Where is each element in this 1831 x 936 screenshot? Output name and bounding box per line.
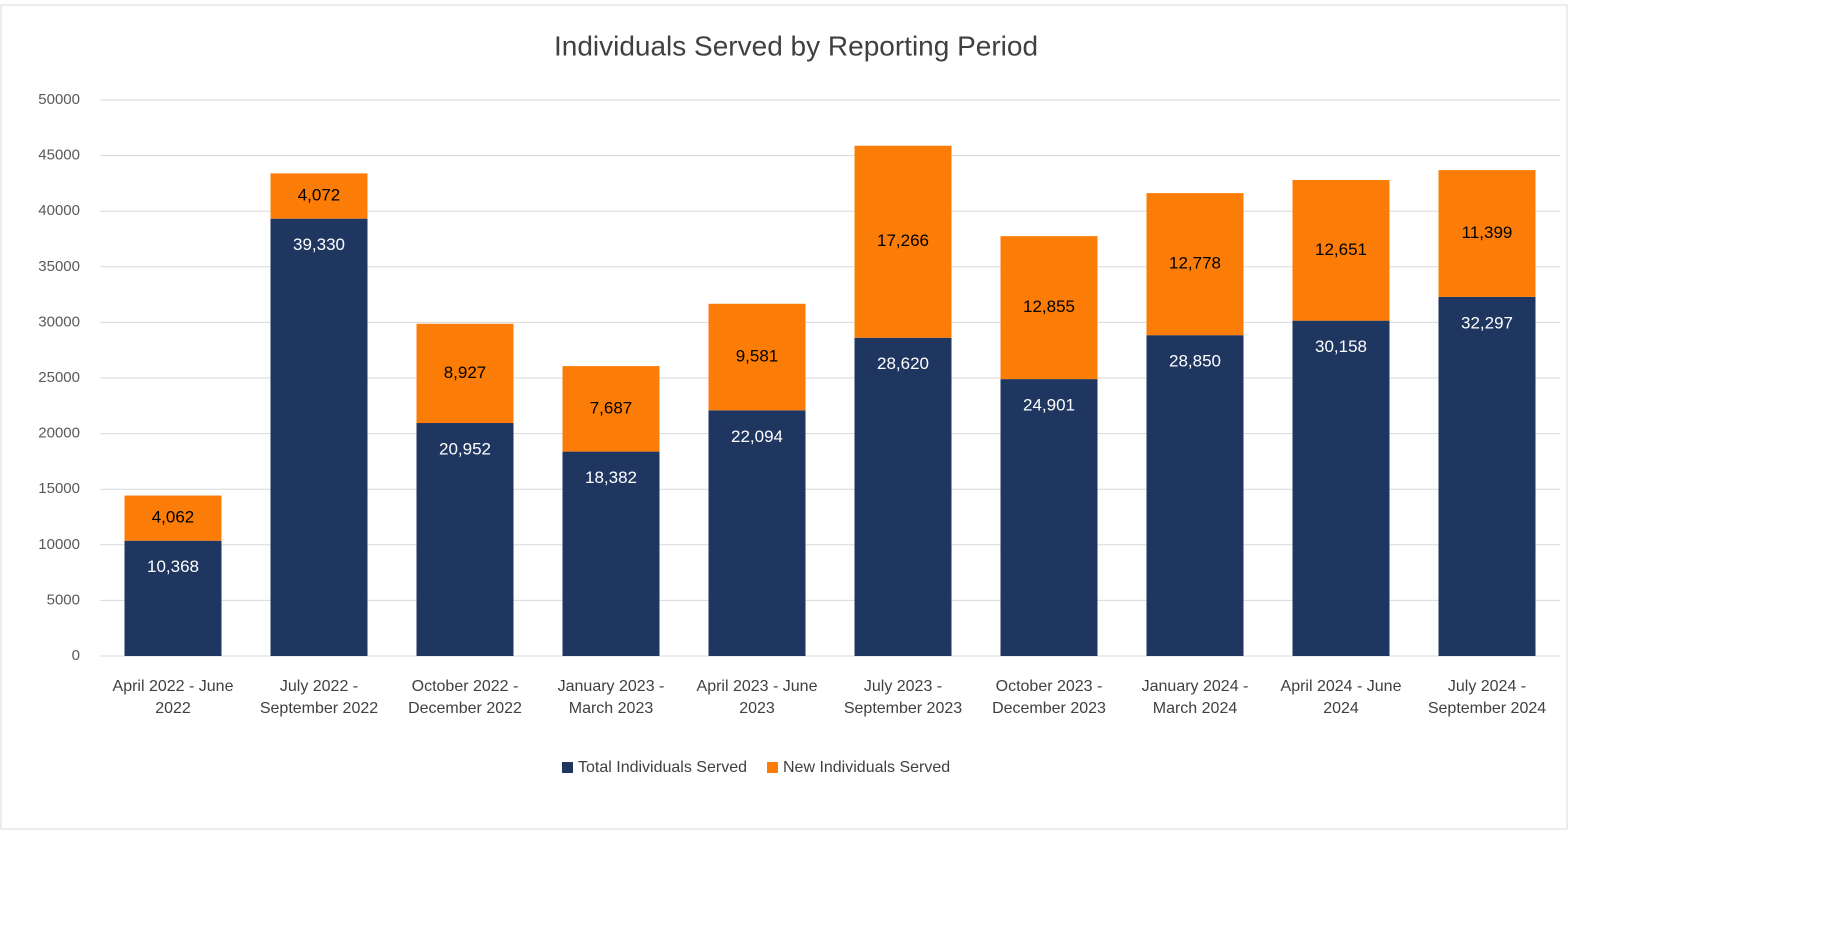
bar-segment bbox=[270, 218, 368, 657]
x-tick-label: April 2023 - June 2023 bbox=[696, 678, 818, 717]
legend-swatch bbox=[766, 762, 778, 773]
data-label: 10,368 bbox=[147, 557, 199, 576]
bar-segment bbox=[1146, 335, 1244, 656]
x-tick-label: July 2024 - September 2024 bbox=[1427, 678, 1547, 717]
bar-segment bbox=[1438, 170, 1536, 297]
bar-segment bbox=[416, 323, 514, 424]
data-label: 4,072 bbox=[298, 185, 341, 204]
bar-segment bbox=[1000, 236, 1098, 380]
data-label: 17,266 bbox=[877, 231, 929, 250]
bar-segment bbox=[1292, 179, 1390, 321]
data-label: 22,094 bbox=[731, 427, 783, 446]
data-label: 32,297 bbox=[1461, 313, 1513, 332]
x-tick-label: January 2024 - March 2024 bbox=[1141, 678, 1249, 717]
data-label: 4,062 bbox=[152, 508, 195, 527]
y-tick-label: 10000 bbox=[38, 536, 80, 553]
bar-segment bbox=[1292, 320, 1390, 656]
x-tick-label: October 2023 - December 2023 bbox=[992, 678, 1106, 717]
legend-label: New Individuals Served bbox=[783, 759, 950, 776]
data-label: 9,581 bbox=[736, 347, 779, 366]
chart-title: Individuals Served by Reporting Period bbox=[554, 30, 1038, 61]
data-label: 20,952 bbox=[439, 439, 491, 458]
bar-segment bbox=[270, 173, 368, 219]
data-label: 12,778 bbox=[1169, 254, 1221, 273]
bar-segment bbox=[562, 366, 660, 452]
x-tick-label: October 2022 - December 2022 bbox=[408, 678, 522, 717]
bar-segment bbox=[562, 451, 660, 656]
x-tick-label: January 2023 - March 2023 bbox=[557, 678, 665, 717]
bar-segment bbox=[1146, 193, 1244, 336]
legend-label: Total Individuals Served bbox=[578, 759, 747, 776]
bar-segment bbox=[124, 540, 222, 656]
data-label: 30,158 bbox=[1315, 337, 1367, 356]
data-label: 8,927 bbox=[444, 363, 487, 382]
x-tick-label: April 2022 - June 2022 bbox=[112, 678, 234, 717]
y-tick-label: 45000 bbox=[38, 147, 80, 164]
y-tick-label: 30000 bbox=[38, 313, 80, 330]
data-label: 18,382 bbox=[585, 468, 637, 487]
y-tick-label: 50000 bbox=[38, 91, 80, 108]
data-label: 39,330 bbox=[293, 235, 345, 254]
bar-segment bbox=[708, 303, 806, 411]
bar-segment bbox=[1438, 296, 1536, 656]
data-label: 12,855 bbox=[1023, 297, 1075, 316]
data-label: 11,399 bbox=[1462, 223, 1513, 242]
legend-swatch bbox=[562, 762, 573, 773]
bar-segment bbox=[1000, 379, 1098, 656]
y-tick-label: 15000 bbox=[38, 480, 80, 497]
data-label: 12,651 bbox=[1315, 240, 1367, 259]
y-tick-label: 0 bbox=[72, 647, 80, 664]
data-label: 28,850 bbox=[1169, 352, 1221, 371]
y-tick-label: 35000 bbox=[38, 258, 80, 275]
x-tick-label: April 2024 - June 2024 bbox=[1280, 678, 1402, 717]
y-tick-label: 20000 bbox=[38, 425, 80, 442]
x-tick-label: July 2022 - September 2022 bbox=[259, 678, 379, 717]
bar-segment bbox=[854, 145, 952, 338]
y-tick-label: 25000 bbox=[38, 369, 80, 386]
data-label: 24,901 bbox=[1023, 396, 1075, 415]
bar-segment bbox=[416, 423, 514, 656]
data-label: 7,687 bbox=[590, 398, 633, 417]
y-tick-label: 5000 bbox=[47, 591, 80, 608]
data-label: 28,620 bbox=[877, 354, 929, 373]
bar-segment bbox=[708, 410, 806, 656]
x-tick-label: July 2023 - September 2023 bbox=[843, 678, 963, 717]
bar-segment bbox=[124, 495, 222, 541]
y-tick-label: 40000 bbox=[38, 202, 80, 219]
bar-segment bbox=[854, 337, 952, 656]
